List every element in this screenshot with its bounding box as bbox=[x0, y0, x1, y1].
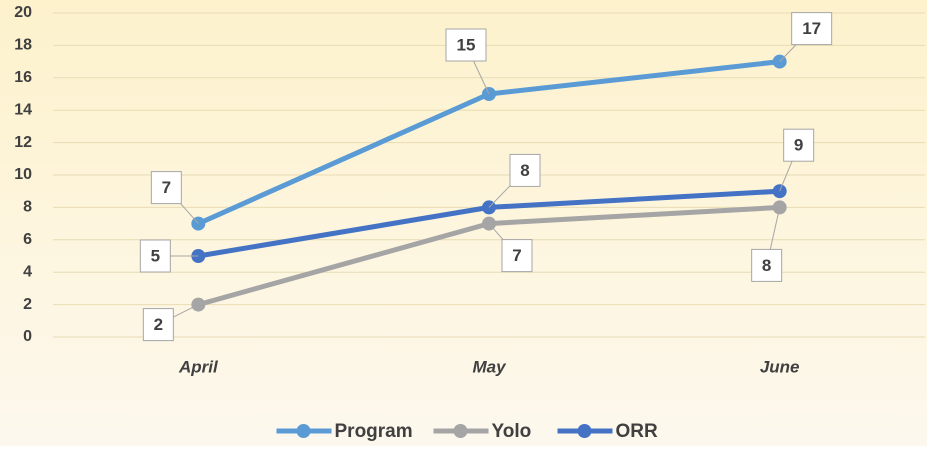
y-tick-label: 10 bbox=[14, 166, 32, 183]
data-label: 15 bbox=[457, 35, 476, 54]
y-tick-label: 6 bbox=[23, 231, 32, 248]
data-label: 5 bbox=[151, 246, 160, 265]
y-tick-label: 4 bbox=[23, 263, 32, 280]
x-tick-label: June bbox=[760, 357, 800, 376]
label-box bbox=[445, 28, 487, 62]
y-tick-label: 2 bbox=[23, 296, 32, 313]
y-tick-label: 0 bbox=[23, 328, 32, 345]
data-label: 8 bbox=[762, 256, 771, 275]
y-tick-label: 20 bbox=[14, 4, 32, 21]
y-tick-label: 18 bbox=[14, 37, 32, 54]
legend-label: ORR bbox=[616, 421, 659, 442]
label-box bbox=[791, 12, 833, 46]
label-box bbox=[501, 239, 533, 273]
y-tick-label: 8 bbox=[23, 199, 32, 216]
y-tick-label: 14 bbox=[14, 101, 32, 118]
legend-marker bbox=[577, 424, 592, 438]
label-box bbox=[139, 239, 171, 273]
y-tick-label: 12 bbox=[14, 134, 32, 151]
data-label: 2 bbox=[154, 315, 163, 334]
label-box bbox=[150, 171, 182, 205]
label-box bbox=[783, 128, 815, 162]
data-label: 7 bbox=[512, 246, 521, 265]
legend-label: Yolo bbox=[492, 421, 532, 442]
label-box bbox=[509, 153, 541, 187]
data-label: 7 bbox=[162, 178, 171, 197]
x-tick-label: May bbox=[472, 357, 507, 376]
data-label: 8 bbox=[520, 161, 529, 180]
x-tick-label: April bbox=[178, 357, 219, 376]
label-box bbox=[751, 248, 783, 282]
legend-marker bbox=[296, 424, 311, 438]
data-label: 17 bbox=[802, 19, 821, 38]
label-box bbox=[142, 308, 174, 342]
legend-label: Program bbox=[335, 421, 413, 442]
data-label: 9 bbox=[794, 136, 803, 155]
y-tick-label: 16 bbox=[14, 69, 32, 86]
legend-marker bbox=[453, 424, 468, 438]
